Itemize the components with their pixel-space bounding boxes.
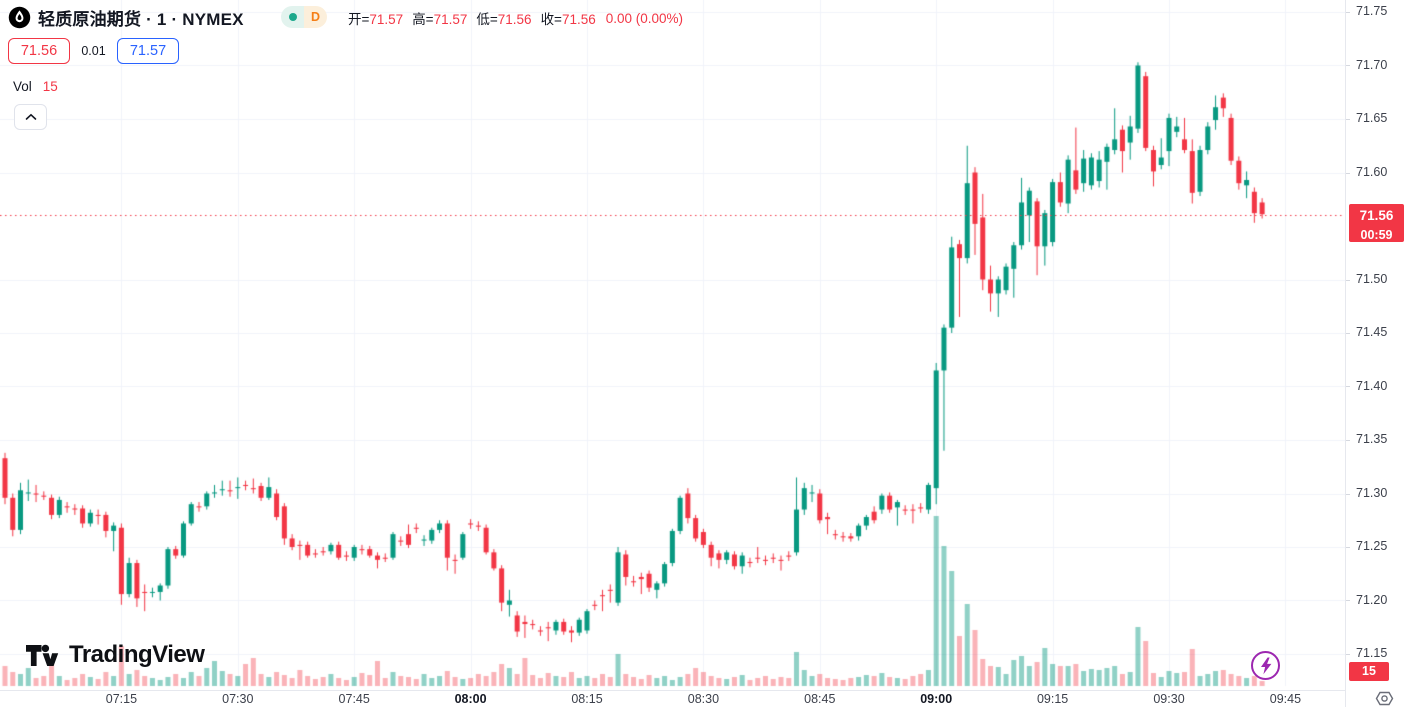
price-axis-label: 71.70 bbox=[1356, 57, 1388, 72]
current-price-badge: 71.56 00:59 bbox=[1349, 204, 1404, 242]
price-axis-label: 71.20 bbox=[1356, 592, 1388, 607]
lightning-bolt-icon bbox=[1260, 657, 1271, 674]
price-axis-tick bbox=[1346, 65, 1350, 66]
oil-drop-icon bbox=[8, 6, 31, 28]
time-axis-label: 07:30 bbox=[222, 692, 254, 706]
low-value: 71.56 bbox=[497, 12, 532, 27]
time-axis-label: 08:00 bbox=[454, 692, 487, 706]
bid-ask-row: 71.56 0.01 71.57 bbox=[8, 38, 179, 64]
time-axis-label: 09:00 bbox=[920, 692, 953, 706]
ohlc-readout: 开=71.57 高=71.57 低=71.56 收=71.56 0.00 (0.… bbox=[348, 8, 683, 28]
tradingview-watermark: TradingView bbox=[26, 641, 205, 669]
current-price-value: 71.56 bbox=[1359, 208, 1394, 223]
time-axis-label: 09:45 bbox=[1269, 692, 1302, 706]
market-open-indicator[interactable] bbox=[281, 6, 304, 28]
close-label: 收= bbox=[540, 12, 562, 27]
price-axis-label: 71.40 bbox=[1356, 378, 1388, 393]
delayed-badge-label: D bbox=[310, 10, 321, 24]
status-pill: D bbox=[281, 6, 327, 28]
time-axis-label: 09:15 bbox=[1036, 692, 1069, 706]
symbol-title[interactable]: 轻质原油期货 · 1 · NYMEX bbox=[38, 9, 244, 29]
close-value: 71.56 bbox=[561, 12, 596, 27]
collapse-legend-button[interactable] bbox=[14, 104, 47, 130]
change-value: 0.00 (0.00%) bbox=[605, 10, 684, 26]
price-axis-label: 71.75 bbox=[1356, 4, 1388, 18]
high-value: 71.57 bbox=[433, 12, 468, 27]
price-axis-tick bbox=[1346, 386, 1350, 387]
axis-settings-icon[interactable] bbox=[1375, 691, 1394, 706]
price-axis-tick bbox=[1346, 547, 1350, 548]
price-axis-tick bbox=[1346, 333, 1350, 334]
buy-button[interactable]: 71.57 bbox=[117, 38, 179, 64]
spread-value: 0.01 bbox=[81, 44, 106, 58]
sell-button[interactable]: 71.56 bbox=[8, 38, 70, 64]
price-axis-tick bbox=[1346, 119, 1350, 120]
current-volume-badge: 15 bbox=[1349, 662, 1389, 681]
market-status-dot-icon bbox=[288, 13, 297, 21]
time-axis[interactable]: 07:15 07:30 07:45 08:00 08:15 08:30 08:45 09:00… bbox=[0, 690, 1345, 707]
time-axis-label: 08:45 bbox=[804, 692, 836, 706]
price-axis-tick bbox=[1346, 494, 1350, 495]
volume-indicator-label: Vol bbox=[13, 79, 32, 94]
chevron-up-icon bbox=[25, 113, 36, 120]
price-axis-label: 71.15 bbox=[1356, 646, 1388, 660]
time-axis-label: 08:15 bbox=[571, 692, 603, 706]
watermark-text: TradingView bbox=[69, 641, 205, 668]
price-axis-label: 71.25 bbox=[1356, 539, 1388, 553]
price-axis-label: 71.65 bbox=[1356, 111, 1388, 125]
time-axis-label: 08:30 bbox=[687, 692, 720, 706]
price-axis-label: 71.35 bbox=[1356, 432, 1388, 446]
price-axis-tick bbox=[1346, 600, 1350, 601]
time-axis-label: 07:15 bbox=[105, 692, 138, 706]
high-label: 高= bbox=[412, 12, 434, 27]
time-axis-label: 09:30 bbox=[1153, 692, 1185, 706]
price-axis-label: 71.50 bbox=[1356, 271, 1388, 286]
price-axis-tick bbox=[1346, 173, 1350, 174]
candlestick-chart-canvas[interactable] bbox=[0, 0, 1345, 690]
volume-indicator-value: 15 bbox=[42, 79, 58, 94]
volume-indicator-row: Vol 15 bbox=[13, 79, 58, 94]
bar-countdown: 00:59 bbox=[1360, 227, 1393, 242]
price-axis-label: 71.60 bbox=[1356, 164, 1388, 179]
flash-button[interactable] bbox=[1251, 651, 1280, 680]
price-axis-label: 71.30 bbox=[1356, 485, 1388, 500]
symbol-row: 轻质原油期货 · 1 · NYMEX bbox=[8, 5, 244, 29]
tradingview-logo-icon bbox=[26, 644, 59, 666]
price-axis-tick bbox=[1346, 440, 1350, 441]
price-axis[interactable]: 71.56 00:59 15 71.75 71.70 71.65 71.60 71.50… bbox=[1345, 0, 1407, 707]
price-axis-tick bbox=[1346, 654, 1350, 655]
time-axis-label: 07:45 bbox=[338, 692, 370, 706]
price-axis-label: 71.45 bbox=[1356, 325, 1388, 339]
open-label: 开= bbox=[348, 12, 370, 27]
price-axis-tick bbox=[1346, 280, 1350, 281]
delayed-data-badge[interactable]: D bbox=[304, 6, 327, 28]
price-axis-tick bbox=[1346, 12, 1350, 13]
open-value: 71.57 bbox=[369, 12, 404, 27]
low-label: 低= bbox=[476, 12, 498, 27]
